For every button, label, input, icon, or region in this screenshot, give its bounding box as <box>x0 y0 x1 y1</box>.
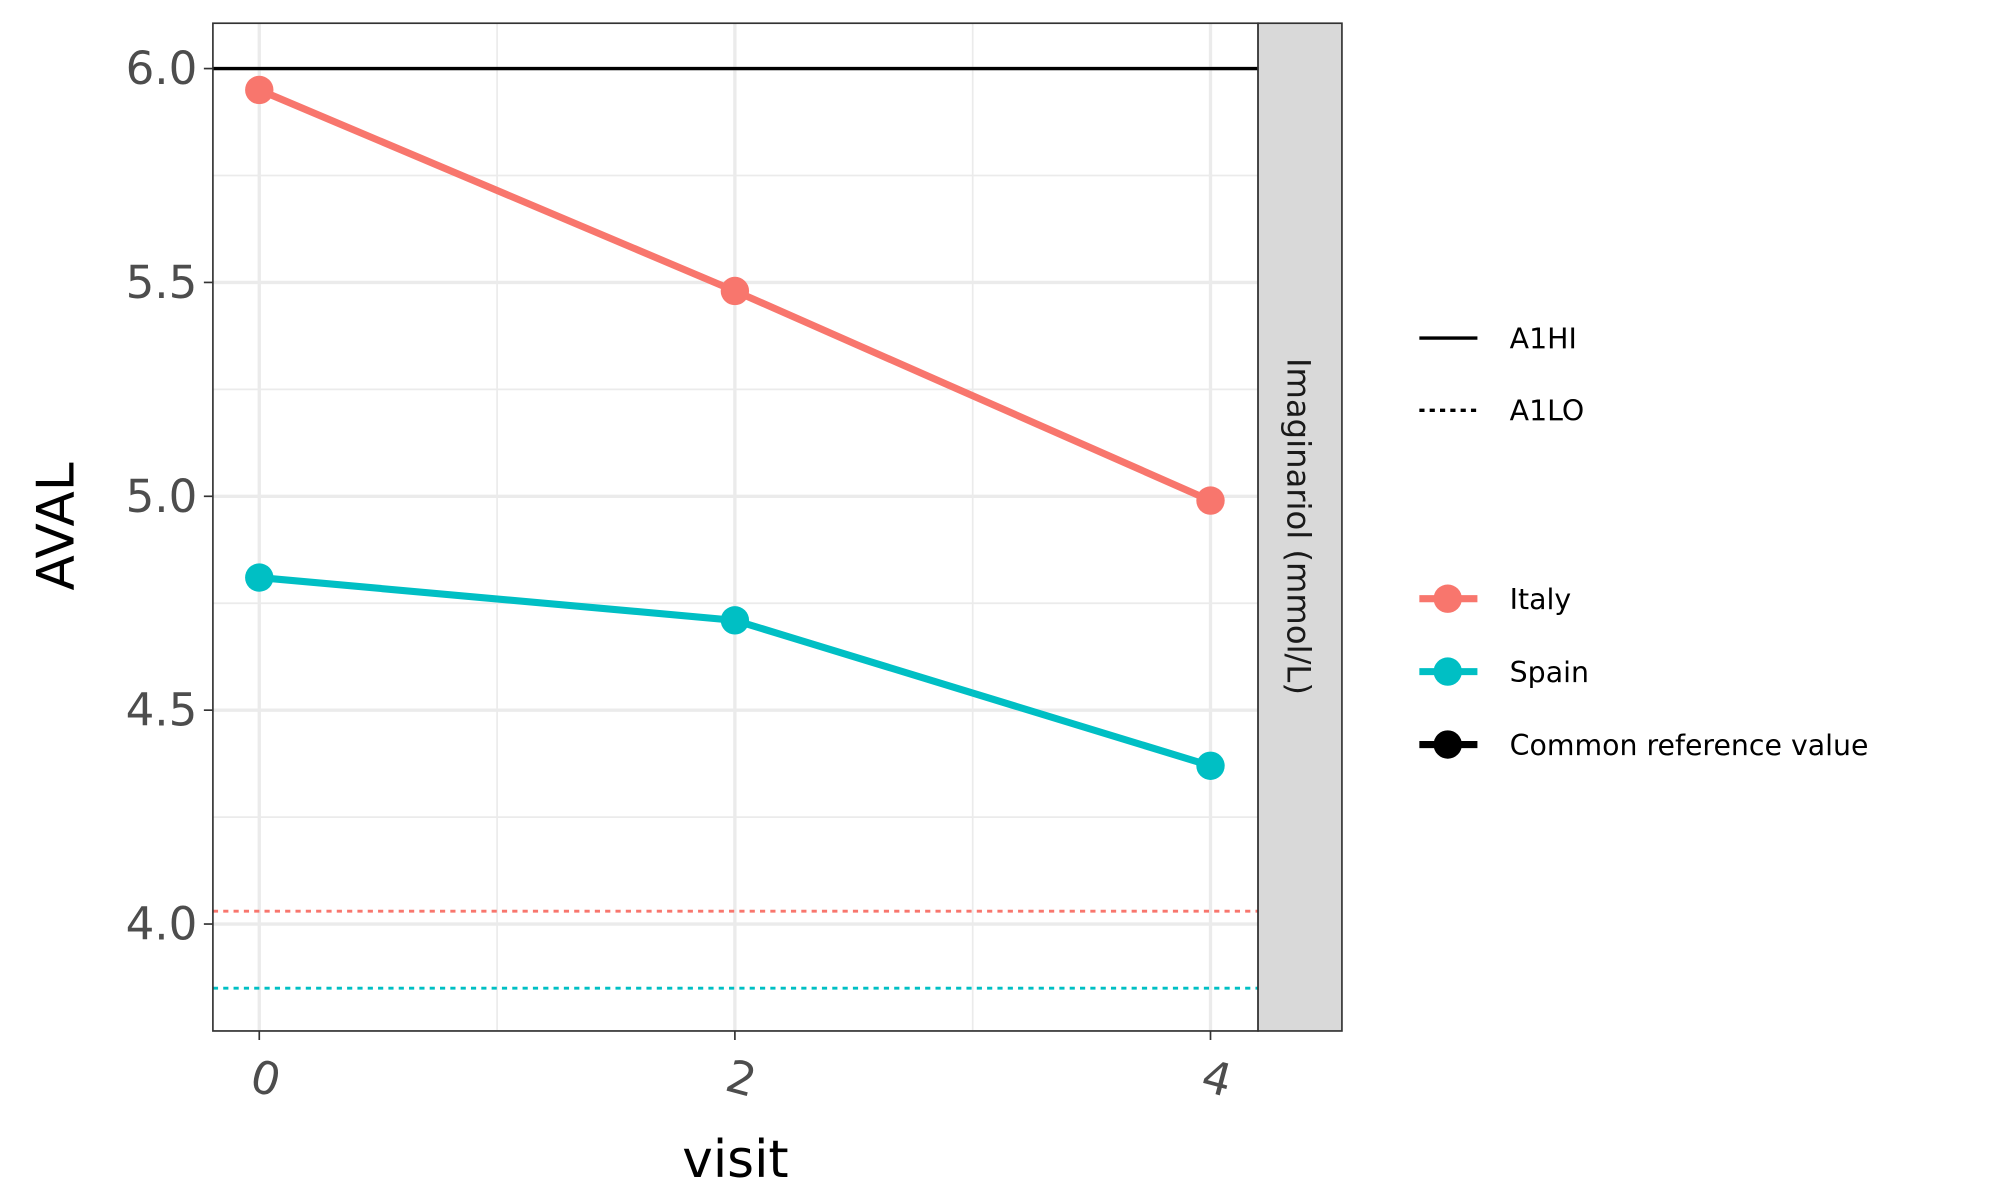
x-tick-label: 0 <box>245 1049 286 1108</box>
data-point-italy <box>1196 486 1225 515</box>
grid <box>212 23 1259 1032</box>
x-tick-label: 2 <box>721 1049 762 1108</box>
legend-key-point <box>1433 584 1462 613</box>
reference-lines <box>212 66 1259 990</box>
legend-label: Spain <box>1510 656 1589 689</box>
legend-label: A1LO <box>1510 395 1585 428</box>
legend: A1HI A1LO Italy Spain Common reference value <box>1419 322 1869 762</box>
x-axis-label: visit <box>682 1130 788 1190</box>
legend-key-point <box>1433 657 1462 686</box>
data-point-spain <box>1196 751 1225 780</box>
legend-label: A1HI <box>1510 322 1577 355</box>
y-tick-label: 5.0 <box>126 470 198 523</box>
data-point-italy <box>245 75 274 105</box>
legend-key-point <box>1433 730 1462 759</box>
data-point-spain <box>245 563 274 592</box>
y-axis-label: AVAL <box>27 462 87 590</box>
facet-strip <box>1257 22 1343 1032</box>
y-tick-label: 5.5 <box>126 256 198 309</box>
axes: 4.0 4.5 5.0 5.5 6.0 0 2 4 <box>126 42 1238 1108</box>
legend-label: Common reference value <box>1510 729 1869 762</box>
legend-label: Italy <box>1510 583 1572 616</box>
y-tick-label: 4.0 <box>126 898 198 951</box>
series <box>245 75 1225 780</box>
data-point-spain <box>720 606 750 635</box>
y-tick-label: 4.5 <box>126 684 198 737</box>
facet-label: Imaginariol (mmol/L) <box>1280 358 1318 695</box>
y-tick-label: 6.0 <box>126 42 198 95</box>
data-point-italy <box>720 276 750 306</box>
x-tick-label: 4 <box>1196 1049 1237 1108</box>
